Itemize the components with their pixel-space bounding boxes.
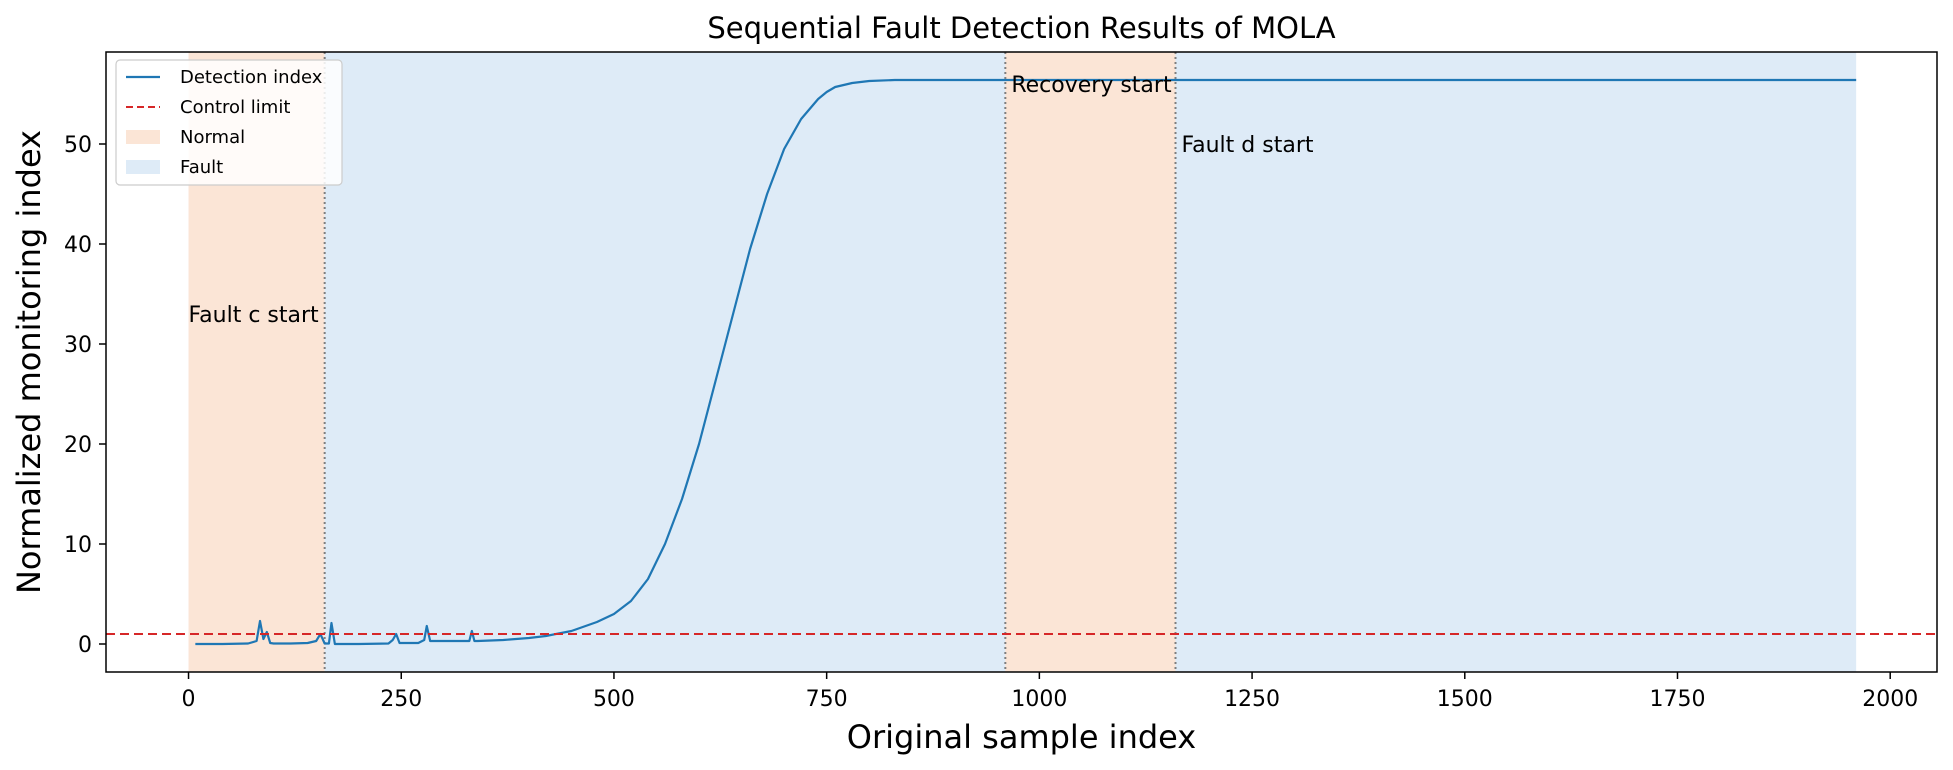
x-tick-label: 750 [806, 687, 848, 712]
y-tick-label: 10 [64, 533, 92, 558]
legend-label: Control limit [180, 97, 290, 118]
y-axis: 0 10 20 30 40 50 [64, 133, 106, 658]
legend-label: Normal [180, 127, 245, 148]
series-layer [195, 78, 1857, 646]
region-fault-3 [1175, 52, 1857, 672]
plot-frame [105, 51, 1938, 673]
x-tick-label: 0 [182, 687, 196, 712]
boundaries-layer [323, 52, 1177, 672]
region-normal-2 [1005, 52, 1176, 672]
region-fault-1 [324, 52, 1006, 672]
x-tick-label: 1750 [1649, 687, 1705, 712]
legend-box [115, 59, 343, 186]
x-tick-label: 500 [593, 687, 635, 712]
y-tick-label: 40 [64, 233, 92, 258]
y-tick-label: 50 [64, 133, 92, 158]
y-tick-label: 30 [64, 333, 92, 358]
x-tick-label: 1000 [1011, 687, 1067, 712]
x-tick-label: 1500 [1437, 687, 1493, 712]
series-line-detection-index [195, 78, 1857, 646]
x-axis: 0 250 500 750 1000 1250 1500 1750 2000 [182, 672, 1918, 712]
y-axis-title: Normalized monitoring index [10, 130, 48, 594]
legend-swatch-patch [126, 130, 160, 144]
x-tick-label: 250 [380, 687, 422, 712]
regions-layer [188, 52, 1857, 672]
y-tick-label: 0 [78, 633, 92, 658]
legend-label: Fault [180, 157, 223, 178]
chart-title: Sequential Fault Detection Results of MO… [707, 11, 1335, 45]
x-axis-title: Original sample index [847, 718, 1196, 756]
legend-swatch-patch [126, 160, 160, 174]
annotation-label: Recovery start [1011, 73, 1172, 98]
legend-label: Detection index [180, 67, 323, 88]
y-tick-label: 20 [64, 433, 92, 458]
annotation-label: Fault d start [1182, 133, 1314, 158]
x-tick-label: 2000 [1862, 687, 1918, 712]
x-tick-label: 1250 [1224, 687, 1280, 712]
annotations-layer: Fault c start Recovery start Fault d start [189, 73, 1314, 328]
annotation-label: Fault c start [189, 303, 319, 328]
legend: Detection index Control limit Normal Fault [115, 59, 343, 186]
